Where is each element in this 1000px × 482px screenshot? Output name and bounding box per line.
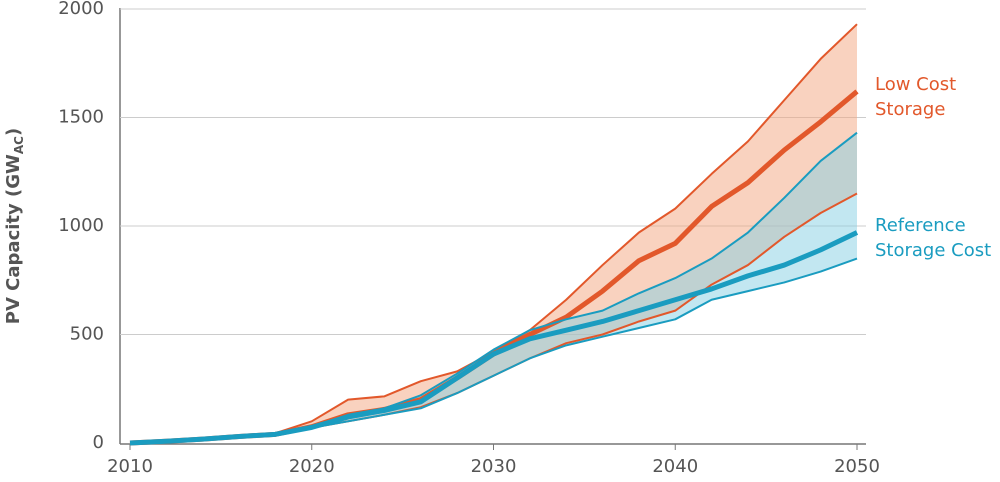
y-axis-label: PV Capacity (GWAC)	[3, 128, 26, 324]
y-axis-label-text: PV Capacity (GW	[3, 154, 24, 324]
legend-label: Storage Cost	[875, 240, 991, 261]
x-tick-label: 2030	[471, 456, 517, 477]
legend-label: Low Cost	[875, 74, 956, 95]
x-tick-label: 2040	[652, 456, 698, 477]
y-tick-label: 2000	[58, 0, 104, 19]
legend-label: Storage	[875, 99, 945, 120]
y-tick-label: 0	[93, 432, 104, 453]
y-tick-label: 1500	[58, 107, 104, 128]
central-line	[129, 230, 859, 446]
y-axis-label-suffix: )	[3, 128, 24, 136]
y-tick-label: 1000	[58, 215, 104, 236]
legend-label: Reference	[875, 215, 966, 236]
y-tick-label: 500	[70, 324, 104, 345]
y-axis-label-subscript: AC	[12, 136, 26, 154]
x-tick-label: 2050	[834, 456, 880, 477]
x-tick-label: 2010	[107, 456, 153, 477]
x-tick-label: 2020	[289, 456, 335, 477]
